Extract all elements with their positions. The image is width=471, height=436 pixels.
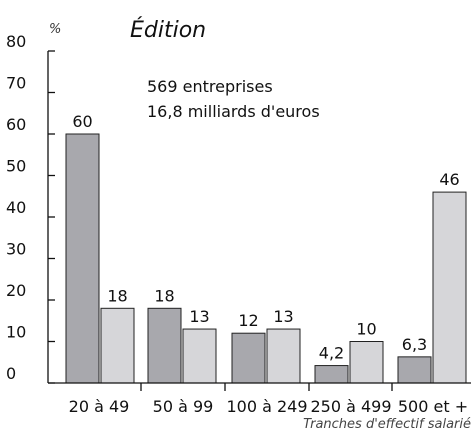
bar-value-label: 46 <box>439 170 459 189</box>
y-tick-label: 10 <box>6 323 26 342</box>
x-tick-label: 250 à 499 <box>310 397 391 416</box>
x-axis-title: Tranches d'effectif salarié <box>303 417 471 432</box>
bar-value-label: 18 <box>107 286 127 305</box>
y-tick-label: 0 <box>6 364 16 383</box>
bar-value-label: 13 <box>273 307 293 326</box>
bar-value-label: 18 <box>154 286 174 305</box>
x-tick-label: 50 à 99 <box>153 397 214 416</box>
annotation-amount: 16,8 milliards d'euros <box>147 102 320 121</box>
bar <box>432 191 467 384</box>
bar <box>349 341 384 384</box>
bar <box>266 328 301 384</box>
chart-title: Édition <box>130 17 206 43</box>
bar-value-label: 13 <box>189 307 209 326</box>
y-tick-label: 40 <box>6 198 26 217</box>
bar <box>65 133 100 384</box>
bar <box>314 365 349 384</box>
x-tick-label: 100 à 249 <box>226 397 307 416</box>
data-labels: 60 18 12 4,2 6,3 18 13 13 10 46 <box>72 112 459 363</box>
y-tick-label: 70 <box>6 74 26 93</box>
y-unit-label: % <box>49 22 61 37</box>
y-tick-label: 20 <box>6 281 26 300</box>
y-tick-label: 60 <box>6 115 26 134</box>
bar <box>182 328 217 384</box>
bar-value-label: 4,2 <box>319 344 344 363</box>
x-axis: 20 à 49 50 à 99 100 à 249 250 à 499 500 et + <box>48 382 471 416</box>
x-tick-label: 20 à 49 <box>69 397 130 416</box>
x-tick-label: 500 et + <box>398 397 468 416</box>
y-tick-label: 50 <box>6 157 26 176</box>
y-tick-label: 80 <box>6 32 26 51</box>
y-axis: 0 10 20 30 40 50 60 70 80 <box>6 32 55 384</box>
bar-value-label: 12 <box>238 311 258 330</box>
bar-value-label: 10 <box>356 320 376 339</box>
bar <box>231 332 266 384</box>
bar <box>397 356 432 384</box>
bar-value-label: 60 <box>72 112 92 131</box>
bar <box>100 307 135 384</box>
y-tick-label: 30 <box>6 240 26 259</box>
bar-value-label: 6,3 <box>402 335 427 354</box>
annotation-companies: 569 entreprises <box>147 77 273 96</box>
bar <box>147 307 182 384</box>
